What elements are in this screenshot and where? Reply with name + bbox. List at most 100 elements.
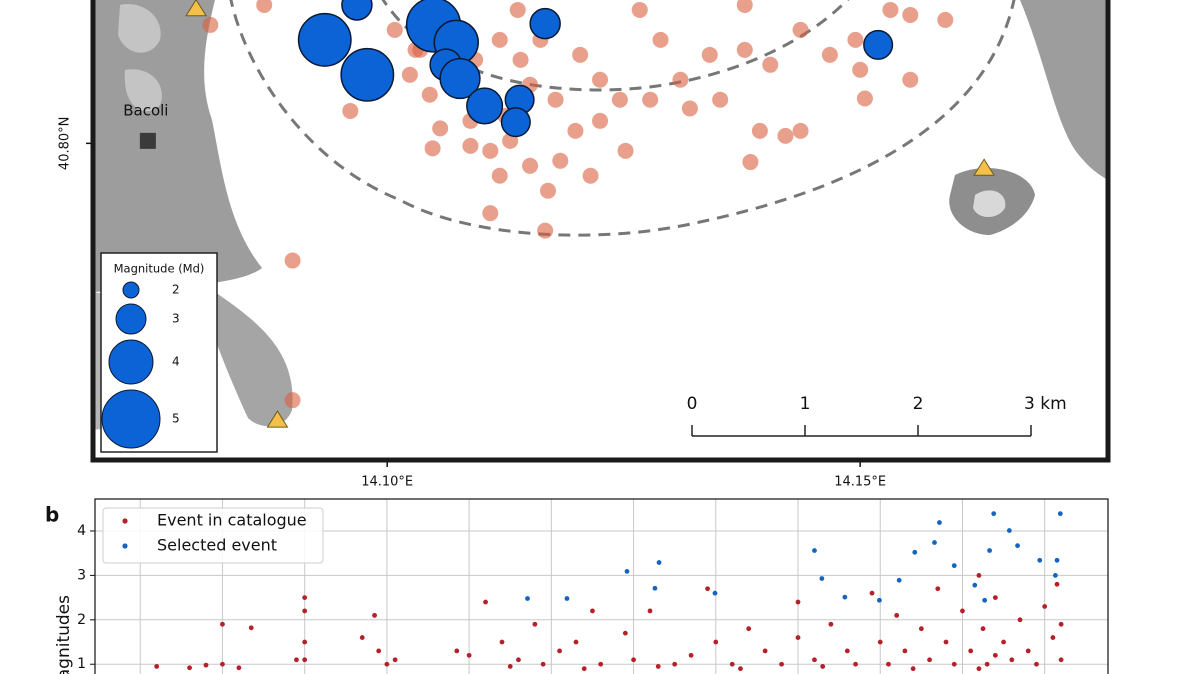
scale-bar-label: 2: [913, 394, 924, 414]
event-dot: [482, 205, 499, 222]
point: [1050, 635, 1056, 640]
point: [918, 626, 924, 632]
point: [1042, 604, 1048, 609]
point: [729, 661, 735, 667]
event-dot: [572, 46, 589, 63]
size-legend-marker: [115, 303, 147, 335]
event-dot: [540, 182, 556, 199]
point: [573, 639, 579, 645]
event-bubble: [297, 12, 352, 67]
map-frame: [90, 0, 1111, 463]
y-tick-label: 3: [77, 567, 86, 583]
point: [302, 595, 308, 601]
point: [877, 639, 883, 645]
point: [1054, 581, 1060, 587]
station: [973, 158, 995, 176]
event-bubble: [439, 57, 481, 100]
point: [203, 662, 209, 668]
scale-bar-label: 0: [687, 394, 698, 414]
point: [540, 661, 546, 667]
point: [968, 648, 974, 654]
point: [820, 664, 826, 669]
y-tick-label: 1: [77, 656, 86, 672]
panel-label: b: [45, 503, 59, 527]
event-dot: [284, 252, 301, 269]
point: [902, 648, 908, 654]
event-dot: [582, 167, 599, 184]
point: [992, 595, 998, 601]
scale-bar-label: 3 km: [1024, 394, 1067, 414]
point: [1006, 528, 1012, 533]
crater: [973, 190, 1006, 217]
point: [1057, 511, 1063, 517]
event-dot: [852, 61, 869, 78]
size-legend-title: Magnitude (Md): [114, 262, 205, 276]
event-dot: [631, 1, 648, 18]
point: [982, 597, 988, 603]
point: [1017, 617, 1023, 623]
point: [507, 664, 513, 669]
event-dot: [567, 122, 584, 139]
point: [853, 661, 858, 667]
point: [713, 639, 719, 645]
point: [302, 639, 308, 645]
event-bubble: [341, 0, 373, 21]
point: [795, 635, 801, 640]
point: [746, 626, 752, 632]
point: [762, 648, 768, 654]
event-dot: [937, 11, 954, 28]
point: [581, 666, 587, 672]
point: [1001, 639, 1006, 645]
event-bubble: [863, 29, 894, 60]
event-dot: [547, 91, 564, 108]
point: [1015, 543, 1020, 549]
legend-label: Selected event: [157, 536, 277, 555]
point: [1052, 572, 1058, 578]
event-dot: [882, 1, 899, 18]
event-dot: [386, 21, 403, 38]
point: [910, 666, 916, 672]
point: [795, 599, 801, 605]
event-dot: [342, 102, 359, 119]
point: [372, 612, 377, 618]
point: [894, 612, 900, 618]
point: [705, 586, 710, 592]
point: [590, 608, 595, 614]
event-dot: [202, 16, 219, 33]
event-dot: [401, 66, 418, 83]
point: [984, 661, 990, 667]
point: [1058, 657, 1064, 663]
event-dot: [424, 140, 441, 157]
x-tick-label: 14.10°E: [361, 475, 413, 490]
event-dot: [681, 100, 698, 117]
point: [1058, 621, 1064, 627]
size-legend-marker: [101, 389, 161, 449]
point: [384, 661, 390, 667]
point: [1054, 557, 1060, 563]
event-dot: [751, 122, 768, 139]
point: [454, 648, 460, 654]
contour: [229, 0, 1016, 237]
station: [266, 410, 289, 428]
y-axis-title: Magnitudes: [54, 595, 74, 674]
event-dot: [552, 152, 569, 169]
event-dot: [482, 142, 499, 159]
event-dot: [712, 91, 729, 108]
point: [976, 666, 982, 672]
event-dot: [736, 0, 753, 13]
y-tick-label: 4: [77, 523, 86, 539]
event-bubble: [340, 47, 395, 102]
point: [844, 648, 850, 654]
event-dot: [821, 46, 838, 63]
size-legend-label: 3: [172, 312, 180, 326]
event-dot: [592, 112, 609, 129]
point: [828, 621, 834, 627]
point: [943, 639, 949, 645]
event-dot: [592, 71, 609, 88]
point: [935, 586, 941, 592]
event-dot: [652, 31, 669, 48]
plot-frame: [94, 498, 1109, 674]
point: [499, 639, 505, 645]
event-dot: [736, 41, 753, 58]
point: [631, 657, 636, 663]
